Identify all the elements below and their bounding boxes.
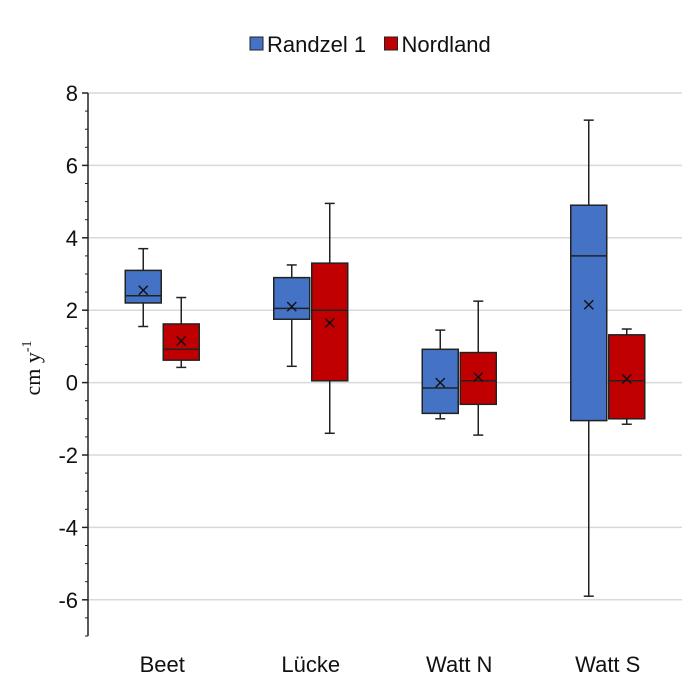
x-category-labels: Beet Lücke Watt N Watt S <box>140 652 641 677</box>
box-iqr <box>162 323 200 361</box>
x-category-label: Watt N <box>426 652 492 677</box>
box-iqr <box>421 348 459 415</box>
box-iqr <box>124 269 162 304</box>
box-randzel-1 <box>421 329 459 420</box>
mean-marker-b <box>473 372 484 383</box>
box-randzel-1 <box>273 264 311 368</box>
box-iqr <box>459 351 497 406</box>
legend-swatch <box>384 36 398 51</box>
box-nordland <box>311 202 349 435</box>
legend-swatch <box>249 36 264 51</box>
legend-label: Nordland <box>402 32 491 57</box>
y-axis <box>82 92 89 637</box>
mean-marker-b <box>138 285 149 296</box>
y-tick-label: 4 <box>66 226 78 251</box>
mean-marker-b <box>286 301 297 312</box>
mean-marker-b <box>621 373 632 384</box>
y-tick-label: 2 <box>66 298 78 323</box>
box-nordland <box>459 300 497 436</box>
x-category-label: Lücke <box>281 652 340 677</box>
legend: Randzel 1 Nordland <box>249 32 491 57</box>
y-tick-label: -6 <box>58 588 78 613</box>
mean-marker-b <box>583 299 594 310</box>
y-axis-title-text: cm y <box>20 352 45 395</box>
box-iqr <box>608 334 646 420</box>
x-category-label: Beet <box>140 652 185 677</box>
mean-marker-b <box>176 335 187 346</box>
box-iqr <box>273 276 311 320</box>
y-tick-label: 0 <box>66 371 78 396</box>
box-randzel-1 <box>570 119 608 597</box>
grid-lines <box>88 92 682 601</box>
y-axis-title: cm y-1 <box>20 340 45 395</box>
box-iqr <box>570 204 608 422</box>
mean-marker-b <box>324 317 335 328</box>
y-tick-label: -4 <box>58 515 78 540</box>
mean-marker-b <box>435 377 446 388</box>
y-tick-label: 6 <box>66 153 78 178</box>
box-nordland <box>162 296 200 369</box>
x-category-label: Watt S <box>575 652 640 677</box>
y-tick-label: 8 <box>66 81 78 106</box>
y-axis-title-superscript: -1 <box>20 340 35 352</box>
y-tick-label: -2 <box>58 443 78 468</box>
y-tick-labels: -6 -4 -2 0 2 4 6 8 <box>58 81 78 613</box>
legend-label: Randzel 1 <box>267 32 366 57</box>
box-nordland <box>608 328 646 425</box>
box-randzel-1 <box>124 247 162 328</box>
box-series <box>124 119 646 597</box>
